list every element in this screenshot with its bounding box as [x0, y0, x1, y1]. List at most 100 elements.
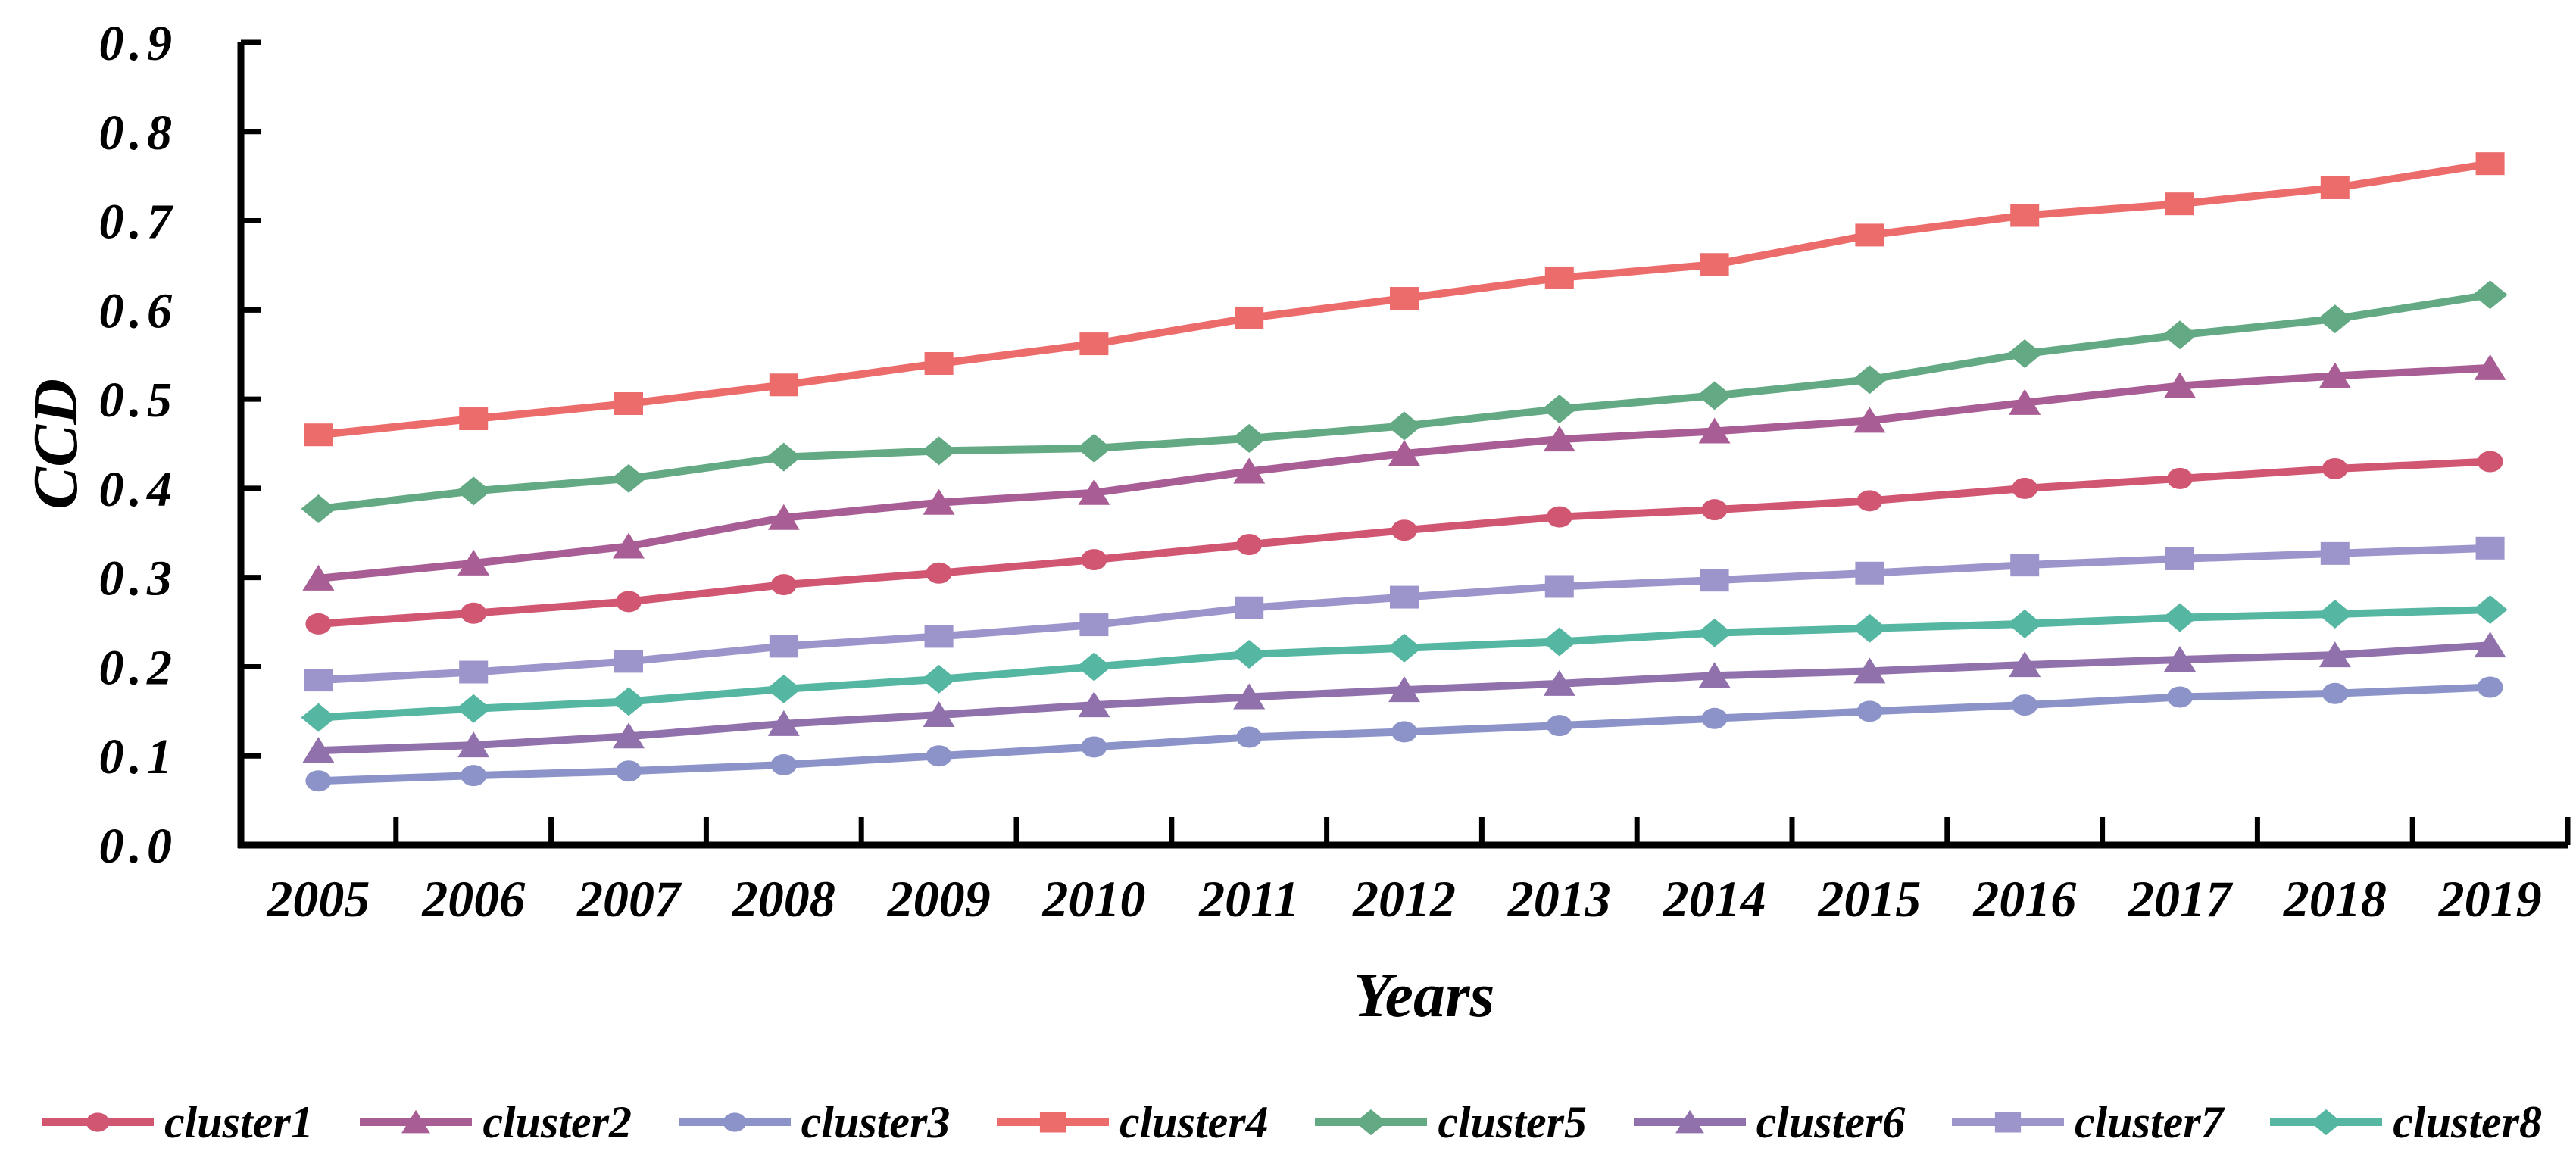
- legend-label-cluster3: cluster3: [801, 1097, 951, 1147]
- marker-cluster4-2015: [1855, 223, 1884, 247]
- marker-cluster1-2008: [770, 574, 797, 596]
- marker-cluster4-2007: [614, 392, 643, 415]
- legend-item-cluster4: cluster4: [996, 1098, 1269, 1146]
- marker-cluster8-2010: [1076, 652, 1112, 682]
- marker-cluster6-2013: [1543, 669, 1575, 696]
- marker-cluster2-2016: [2009, 388, 2041, 415]
- marker-cluster1-2017: [2167, 467, 2193, 489]
- marker-cluster5-2014: [1697, 381, 1732, 410]
- marker-cluster1-2007: [616, 591, 642, 613]
- marker-cluster8-2015: [1852, 613, 1888, 643]
- marker-cluster4-2005: [304, 423, 333, 447]
- x-tick-label: 2008: [732, 870, 835, 928]
- x-axis-title: Years: [1353, 960, 1495, 1031]
- marker-cluster1-2013: [1546, 506, 1572, 528]
- legend-label-cluster8: cluster8: [2393, 1097, 2542, 1147]
- y-tick-label: 0.7: [99, 195, 178, 250]
- marker-cluster5-2018: [2317, 304, 2353, 334]
- marker-cluster5-2006: [456, 476, 492, 506]
- marker-cluster5-2007: [611, 463, 646, 493]
- legend-marker-cluster3-icon: [678, 1112, 791, 1132]
- marker-cluster8-2016: [2007, 609, 2043, 638]
- x-tick-label: 2007: [576, 870, 682, 928]
- legend-glyph-cluster6: [1675, 1109, 1704, 1134]
- marker-cluster6-2016: [2009, 651, 2041, 678]
- marker-cluster3-2013: [1546, 715, 1572, 737]
- marker-cluster6-2007: [613, 722, 645, 749]
- marker-cluster8-2007: [611, 687, 646, 716]
- marker-cluster4-2016: [2010, 204, 2040, 227]
- marker-cluster7-2015: [1855, 561, 1884, 585]
- marker-cluster7-2019: [2475, 536, 2505, 560]
- marker-cluster2-2009: [923, 488, 955, 515]
- marker-cluster6-2011: [1233, 683, 1266, 710]
- marker-cluster5-2019: [2472, 280, 2508, 310]
- marker-cluster3-2015: [1856, 700, 1883, 722]
- marker-cluster8-2005: [301, 703, 336, 732]
- marker-cluster3-2005: [305, 770, 332, 792]
- legend-item-cluster5: cluster5: [1315, 1098, 1587, 1146]
- marker-cluster1-2012: [1391, 519, 1417, 541]
- marker-cluster8-2012: [1387, 633, 1422, 663]
- marker-cluster3-2019: [2477, 676, 2503, 698]
- marker-cluster7-2018: [2320, 541, 2350, 565]
- marker-cluster7-2013: [1544, 575, 1574, 598]
- marker-cluster6-2010: [1078, 691, 1110, 718]
- marker-cluster2-2011: [1233, 457, 1266, 484]
- marker-cluster5-2016: [2007, 339, 2043, 369]
- x-tick-label: 2013: [1507, 870, 1611, 928]
- legend-item-cluster3: cluster3: [678, 1097, 951, 1147]
- x-tick-label: 2018: [2283, 870, 2387, 928]
- marker-cluster4-2009: [924, 352, 954, 375]
- x-tick-label: 2005: [266, 870, 370, 928]
- y-tick-label: 0.6: [99, 283, 178, 338]
- marker-cluster6-2017: [2164, 646, 2196, 672]
- marker-cluster6-2014: [1698, 662, 1731, 688]
- marker-cluster4-2010: [1079, 332, 1109, 356]
- legend-marker-cluster8-icon: [2270, 1109, 2383, 1136]
- marker-cluster2-2019: [2474, 354, 2506, 380]
- marker-cluster6-2019: [2474, 632, 2506, 658]
- marker-cluster6-2005: [302, 737, 335, 763]
- marker-cluster1-2011: [1236, 534, 1263, 556]
- marker-cluster4-2019: [2475, 152, 2505, 176]
- marker-cluster6-2009: [923, 701, 955, 728]
- legend-label-cluster5: cluster5: [1438, 1097, 1587, 1147]
- marker-cluster6-2018: [2318, 641, 2351, 668]
- y-tick-label: 0.8: [99, 105, 178, 161]
- legend-label-cluster1: cluster1: [164, 1097, 314, 1147]
- legend-marker-cluster7-icon: [1951, 1112, 2064, 1133]
- x-tick-label: 2017: [2128, 870, 2234, 928]
- marker-cluster1-2016: [2012, 477, 2038, 499]
- marker-cluster5-2010: [1076, 433, 1112, 463]
- marker-cluster8-2018: [2317, 599, 2353, 629]
- marker-cluster6-2006: [457, 731, 490, 758]
- marker-cluster1-2014: [1701, 499, 1728, 521]
- marker-cluster2-2006: [457, 549, 490, 576]
- marker-cluster2-2005: [302, 564, 335, 591]
- x-tick-label: 2012: [1352, 870, 1456, 928]
- marker-cluster7-2008: [769, 635, 798, 658]
- legend-marker-cluster5-icon: [1315, 1109, 1428, 1136]
- marker-cluster5-2008: [766, 442, 801, 472]
- marker-cluster8-2008: [766, 674, 801, 703]
- legend-label-cluster7: cluster7: [2074, 1097, 2224, 1147]
- marker-cluster4-2013: [1544, 266, 1574, 289]
- legend-glyph-cluster8: [2310, 1109, 2342, 1136]
- y-tick-label: 0.5: [99, 373, 178, 428]
- marker-cluster7-2007: [614, 650, 643, 673]
- marker-cluster1-2009: [926, 562, 952, 584]
- marker-cluster8-2017: [2162, 603, 2197, 632]
- marker-cluster7-2016: [2010, 554, 2040, 577]
- marker-cluster1-2006: [461, 602, 487, 624]
- marker-cluster7-2010: [1079, 613, 1109, 637]
- marker-cluster1-2018: [2322, 457, 2348, 479]
- marker-cluster3-2014: [1701, 707, 1728, 729]
- marker-cluster7-2011: [1235, 596, 1264, 619]
- marker-cluster3-2010: [1081, 736, 1107, 758]
- marker-cluster1-2010: [1081, 549, 1107, 571]
- marker-cluster5-2009: [921, 436, 957, 466]
- marker-cluster3-2017: [2167, 686, 2193, 708]
